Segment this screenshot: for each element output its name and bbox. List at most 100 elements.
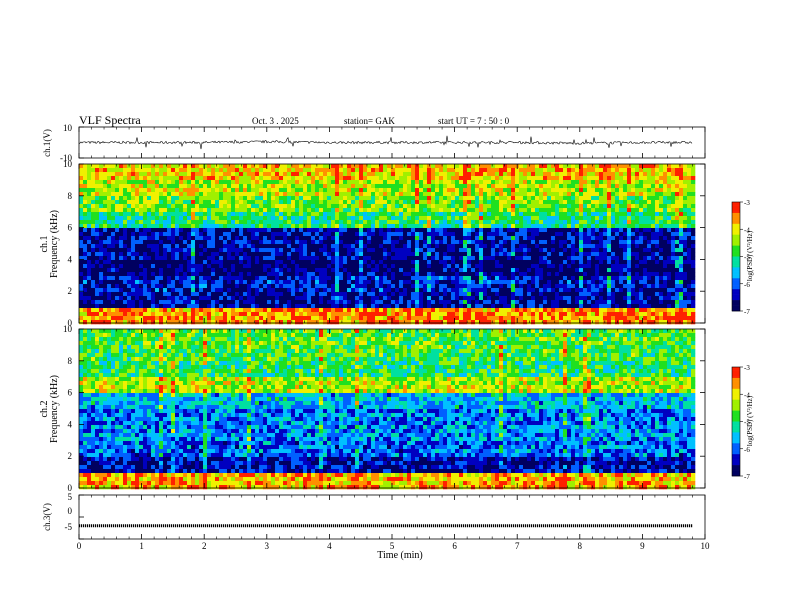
spectrogram-cell bbox=[83, 164, 88, 169]
spectrogram-cell bbox=[299, 260, 304, 265]
spectrogram-cell bbox=[343, 296, 348, 301]
spectrogram-cell bbox=[427, 312, 432, 317]
spectrogram-cell bbox=[487, 216, 492, 221]
spectrogram-cell bbox=[331, 260, 336, 265]
spectrogram-cell bbox=[147, 200, 152, 205]
spectrogram-cell bbox=[143, 232, 148, 237]
spectrogram-cell bbox=[395, 268, 400, 273]
spectrogram-cell bbox=[95, 192, 100, 197]
spectrogram-cell bbox=[159, 308, 164, 313]
spectrogram-cell bbox=[431, 248, 436, 253]
spectrogram-cell bbox=[171, 260, 176, 265]
spectrogram-cell bbox=[175, 248, 180, 253]
spectrogram-cell bbox=[127, 240, 132, 245]
spectrogram-cell bbox=[367, 188, 372, 193]
spectrogram-cell bbox=[131, 296, 136, 301]
spectrogram-cell bbox=[163, 272, 168, 277]
spectrogram-cell bbox=[375, 292, 380, 297]
spectrogram-cell bbox=[555, 312, 560, 317]
spectrogram-cell bbox=[179, 260, 184, 265]
spectrogram-cell bbox=[171, 252, 176, 257]
spectrogram-cell bbox=[503, 272, 508, 277]
spectrogram-cell bbox=[131, 260, 136, 265]
spectrogram-cell bbox=[387, 216, 392, 221]
spectrogram-cell bbox=[295, 224, 300, 229]
spectrogram-cell bbox=[227, 196, 232, 201]
spectrogram-cell bbox=[119, 172, 124, 177]
spectrogram-cell bbox=[547, 272, 552, 277]
spectrogram-cell bbox=[107, 172, 112, 177]
spectrogram-cell bbox=[567, 172, 572, 177]
spectrogram-cell bbox=[551, 168, 556, 173]
spectrogram-cell bbox=[319, 312, 324, 317]
spectrogram-cell bbox=[375, 284, 380, 289]
spectrogram-cell bbox=[399, 304, 404, 309]
spectrogram-cell bbox=[91, 220, 96, 225]
spectrogram-cell bbox=[459, 220, 464, 225]
spectrogram-cell bbox=[487, 172, 492, 177]
spectrogram-cell bbox=[503, 184, 508, 189]
spectrogram-cell bbox=[307, 312, 312, 317]
spectrogram-cell bbox=[371, 172, 376, 177]
spectrogram-cell bbox=[219, 284, 224, 289]
spectrogram-cell bbox=[259, 204, 264, 209]
spectrogram-cell bbox=[271, 176, 276, 181]
spectrogram-cell bbox=[311, 260, 316, 265]
spectrogram-cell bbox=[167, 184, 172, 189]
spectrogram-cell bbox=[107, 180, 112, 185]
spectrogram-cell bbox=[479, 272, 484, 277]
spectrogram-cell bbox=[79, 264, 84, 269]
spectrogram-cell bbox=[379, 276, 384, 281]
spectrogram-cell bbox=[79, 304, 84, 309]
spectrogram-cell bbox=[267, 248, 272, 253]
spectrogram-cell bbox=[319, 180, 324, 185]
spectrogram-cell bbox=[219, 272, 224, 277]
spectrogram-cell bbox=[175, 228, 180, 233]
spectrogram-cell bbox=[139, 260, 144, 265]
spectrogram-cell bbox=[319, 260, 324, 265]
spectrogram-cell bbox=[159, 188, 164, 193]
spectrogram-cell bbox=[487, 200, 492, 205]
spectrogram-cell bbox=[223, 280, 228, 285]
spectrogram-cell bbox=[195, 268, 200, 273]
spectrogram-cell bbox=[359, 292, 364, 297]
spectrogram-cell bbox=[467, 244, 472, 249]
spectrogram-cell bbox=[355, 272, 360, 277]
spectrogram-cell bbox=[527, 284, 532, 289]
spectrogram-cell bbox=[371, 304, 376, 309]
spectrogram-cell bbox=[327, 300, 332, 305]
spectrogram-cell bbox=[255, 220, 260, 225]
spectrogram-cell bbox=[371, 300, 376, 305]
spectrogram-cell bbox=[279, 188, 284, 193]
spectrogram-cell bbox=[379, 300, 384, 305]
spectrogram-cell bbox=[459, 288, 464, 293]
spectrogram-cell bbox=[87, 264, 92, 269]
spectrogram-cell bbox=[175, 224, 180, 229]
spectrogram-cell bbox=[207, 320, 212, 325]
spectrogram-cell bbox=[499, 216, 504, 221]
spectrogram-cell bbox=[171, 300, 176, 305]
spectrogram-cell bbox=[423, 184, 428, 189]
spectrogram-cell bbox=[335, 220, 340, 225]
spectrogram-cell bbox=[347, 168, 352, 173]
spectrogram-cell bbox=[327, 276, 332, 281]
spectrogram-cell bbox=[443, 272, 448, 277]
spectrogram-cell bbox=[519, 192, 524, 197]
spectrogram-cell bbox=[379, 164, 384, 169]
spectrogram-cell bbox=[419, 180, 424, 185]
spectrogram-cell bbox=[111, 284, 116, 289]
spectrogram-cell bbox=[127, 260, 132, 265]
spectrogram-cell bbox=[507, 164, 512, 169]
spectrogram-cell bbox=[95, 216, 100, 221]
spectrogram-cell bbox=[267, 288, 272, 293]
spectrogram-cell bbox=[171, 188, 176, 193]
spectrogram-cell bbox=[459, 204, 464, 209]
spectrogram-cell bbox=[467, 208, 472, 213]
spectrogram-cell bbox=[207, 168, 212, 173]
spectrogram-cell bbox=[563, 244, 568, 249]
spectrogram-cell bbox=[431, 180, 436, 185]
spectrogram-cell bbox=[455, 208, 460, 213]
spectrogram-cell bbox=[535, 212, 540, 217]
spectrogram-cell bbox=[239, 272, 244, 277]
spectrogram-cell bbox=[571, 184, 576, 189]
